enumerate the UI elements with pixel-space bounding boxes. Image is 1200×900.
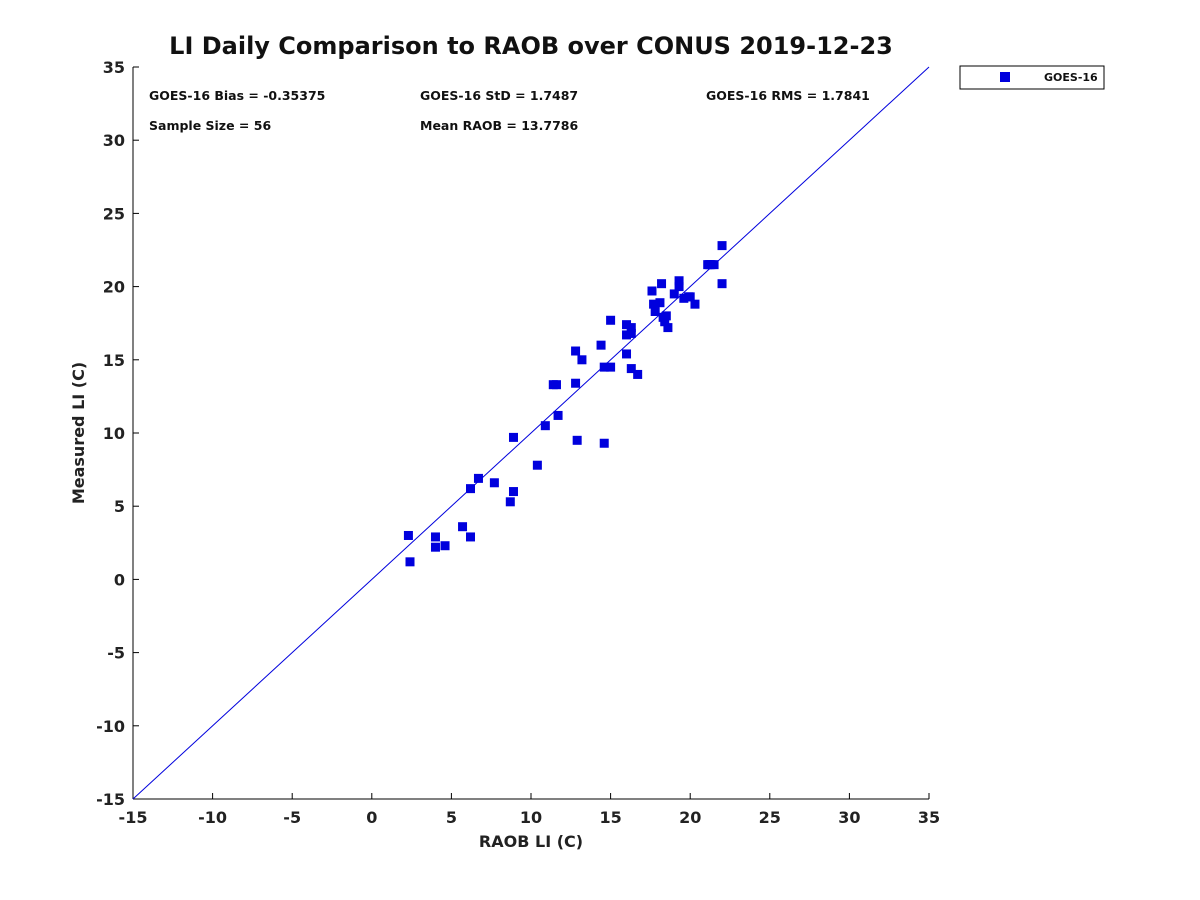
data-point xyxy=(661,311,671,321)
y-tick-label: -15 xyxy=(96,790,125,809)
data-point xyxy=(663,323,673,333)
x-tick-label: -5 xyxy=(283,808,301,827)
y-tick-label: 20 xyxy=(103,278,125,297)
y-tick-label: 5 xyxy=(114,497,125,516)
one-to-one-line xyxy=(132,66,930,800)
data-point xyxy=(466,532,476,542)
data-point xyxy=(709,260,719,270)
plot-area: -15 -10 -5 0 5 10 15 20 25 30 35 -15 -10 -5 0 5 10 15 20 25… xyxy=(96,58,940,827)
data-point xyxy=(473,473,483,483)
mean-raob-annotation: Mean RAOB = 13.7786 xyxy=(420,118,578,133)
data-point xyxy=(508,432,518,442)
data-point xyxy=(626,328,636,338)
data-point xyxy=(489,478,499,488)
data-point xyxy=(405,557,415,567)
x-tick-label: 0 xyxy=(366,808,377,827)
data-point xyxy=(704,260,714,270)
data-point xyxy=(599,362,609,372)
data-point xyxy=(540,421,550,431)
legend-marker xyxy=(1000,72,1010,82)
data-point xyxy=(626,323,636,333)
chart-title: LI Daily Comparison to RAOB over CONUS 2… xyxy=(169,32,893,60)
data-point xyxy=(430,542,440,552)
x-tick-label: 30 xyxy=(838,808,860,827)
data-point xyxy=(647,286,657,296)
data-point xyxy=(622,349,632,359)
data-point xyxy=(622,330,632,340)
x-tick-label: 5 xyxy=(446,808,457,827)
data-point xyxy=(685,292,695,302)
x-tick-label: 10 xyxy=(520,808,542,827)
x-tick-label: 15 xyxy=(599,808,621,827)
data-point xyxy=(440,541,450,551)
data-point xyxy=(622,320,632,330)
data-point xyxy=(571,346,581,356)
data-point xyxy=(553,410,563,420)
data-point xyxy=(403,530,413,540)
x-axis-label: RAOB LI (C) xyxy=(479,832,583,851)
y-axis-label: Measured LI (C) xyxy=(69,362,88,504)
x-tick-label: 20 xyxy=(679,808,701,827)
data-point xyxy=(655,298,665,308)
data-point xyxy=(430,532,440,542)
y-tick-label: 35 xyxy=(103,58,125,77)
data-point xyxy=(458,522,468,532)
y-tick-label: 15 xyxy=(103,351,125,370)
legend-box xyxy=(959,65,1105,90)
data-point xyxy=(717,241,727,251)
bias-annotation: GOES-16 Bias = -0.35375 xyxy=(149,88,325,103)
data-point xyxy=(626,364,636,374)
data-point xyxy=(690,299,700,309)
y-tick-label: -5 xyxy=(107,644,125,663)
data-point xyxy=(717,279,727,289)
data-point xyxy=(669,289,679,299)
legend-entry-goes16: GOES-16 xyxy=(1044,71,1098,84)
data-point xyxy=(599,438,609,448)
data-point xyxy=(633,369,643,379)
y-tick-label: 30 xyxy=(103,131,125,150)
data-point xyxy=(508,487,518,497)
data-point xyxy=(571,378,581,388)
data-point xyxy=(551,380,561,390)
y-tick-label: 10 xyxy=(103,424,125,443)
data-point xyxy=(577,355,587,365)
data-point xyxy=(596,340,606,350)
data-point xyxy=(649,299,659,309)
data-point xyxy=(660,317,670,327)
data-point xyxy=(679,293,689,303)
data-point xyxy=(466,484,476,494)
y-tick-label: 0 xyxy=(114,570,125,589)
data-point xyxy=(657,279,667,289)
x-tick-label: -10 xyxy=(198,808,227,827)
x-tick-label: 35 xyxy=(918,808,940,827)
data-point xyxy=(606,315,616,325)
std-annotation: GOES-16 StD = 1.7487 xyxy=(420,88,578,103)
rms-annotation: GOES-16 RMS = 1.7841 xyxy=(706,88,870,103)
data-point xyxy=(674,276,684,286)
data-point xyxy=(650,306,660,316)
y-tick-label: -10 xyxy=(96,717,125,736)
y-tick-label: 25 xyxy=(103,204,125,223)
data-point xyxy=(505,497,515,507)
sample-size-annotation: Sample Size = 56 xyxy=(149,118,271,133)
x-tick-label: 25 xyxy=(759,808,781,827)
x-tick-label: -15 xyxy=(119,808,148,827)
legend: GOES-16 xyxy=(959,65,1105,90)
data-point xyxy=(674,282,684,292)
data-point xyxy=(606,362,616,372)
data-point xyxy=(572,435,582,445)
data-point xyxy=(532,460,542,470)
